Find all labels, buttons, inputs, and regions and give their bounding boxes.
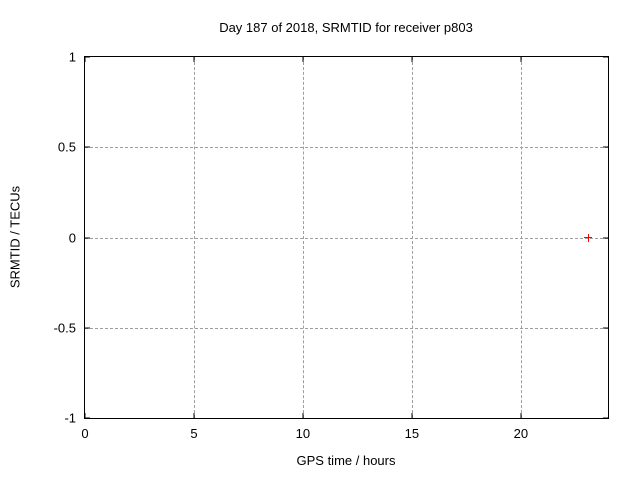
y-tick-mark-mirror [603,237,608,238]
y-tick-mark [85,56,90,58]
x-tick-label: 0 [81,426,89,441]
x-tick-mark-mirror [193,57,195,62]
plot-area: 0 5 10 15 20 1 0.5 0 -0.5 -1 [54,50,609,441]
gridline-horizontal [85,237,608,239]
y-tick-mark [85,237,90,238]
y-tick-mark-mirror [603,146,608,148]
y-tick-mark-mirror [603,417,608,419]
gridline-horizontal [85,327,608,329]
x-tick-mark [193,413,195,418]
y-tick-mark [85,417,90,419]
x-tick-mark-mirror [302,57,304,62]
x-tick-mark [84,413,86,418]
x-tick-mark-mirror [84,57,86,62]
y-axis-label: SRMTID / TECUs [7,185,23,289]
x-tick-label: 15 [404,426,420,441]
x-axis-label: GPS time / hours [296,453,396,468]
x-tick-label: 10 [295,426,311,441]
y-tick-label: -0.5 [53,320,76,336]
y-tick-mark-mirror [603,327,608,329]
x-tick-mark [520,413,522,418]
y-tick-mark [85,327,90,329]
x-tick-mark [411,413,413,418]
x-tick-label: 5 [190,426,198,441]
gridline-horizontal [85,147,608,149]
x-tick-mark-mirror [411,57,413,62]
y-tick-label: 0.5 [57,139,76,155]
y-tick-mark-mirror [603,56,608,58]
x-tick-mark [302,413,304,418]
y-tick-label: 1 [68,49,76,65]
x-tick-mark-mirror [520,57,522,62]
y-tick-label: 0 [68,230,76,245]
plus-vertical-stroke [587,233,590,242]
chart-title: Day 187 of 2018, SRMTID for receiver p80… [219,20,473,35]
y-tick-mark [85,146,90,148]
x-tick-label: 20 [513,426,529,441]
y-tick-label: -1 [64,410,76,426]
